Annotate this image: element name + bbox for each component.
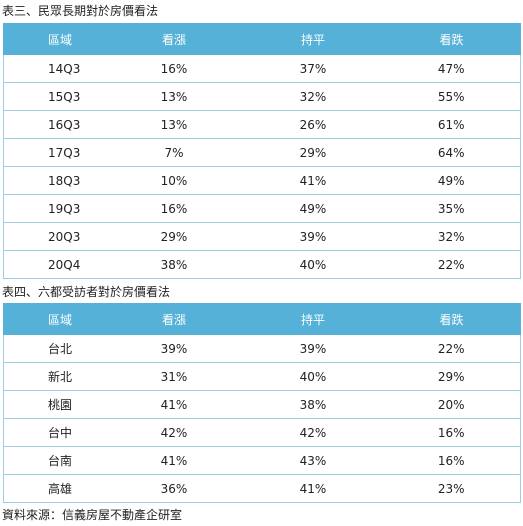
cell-flat: 38% <box>243 390 383 419</box>
cell-period: 18Q3 <box>3 166 105 195</box>
table-row: 台中 42% 42% 16% <box>3 418 521 447</box>
cell-region: 桃園 <box>3 390 105 419</box>
cell-flat: 32% <box>243 82 383 111</box>
cell-up: 39% <box>104 334 244 363</box>
table2-header-row: 區域 看漲 持平 看跌 <box>3 303 521 335</box>
cell-up: 42% <box>104 418 244 447</box>
table-row: 20Q3 29% 39% 32% <box>3 222 521 251</box>
cell-flat: 42% <box>243 418 383 447</box>
table-row: 新北 31% 40% 29% <box>3 362 521 391</box>
cell-down: 32% <box>382 222 521 251</box>
table2-header-region: 區域 <box>3 303 105 335</box>
table2-caption: 表四、六都受訪者對於房價看法 <box>2 285 171 299</box>
table1-header-row: 區域 看漲 持平 看跌 <box>3 23 521 55</box>
cell-down: 64% <box>382 138 521 167</box>
cell-period: 17Q3 <box>3 138 105 167</box>
cell-flat: 43% <box>243 446 383 475</box>
cell-up: 13% <box>104 110 244 139</box>
table2-header-flat: 持平 <box>243 303 383 335</box>
cell-down: 29% <box>382 362 521 391</box>
source-note: 資料來源：信義房屋不動產企研室 <box>2 508 183 522</box>
table1-caption: 表三、民眾長期對於房價看法 <box>2 4 159 18</box>
cell-up: 16% <box>104 194 244 223</box>
cell-period: 19Q3 <box>3 194 105 223</box>
table-row: 20Q4 38% 40% 22% <box>3 250 521 279</box>
cell-period: 14Q3 <box>3 54 105 83</box>
cell-up: 16% <box>104 54 244 83</box>
table2-header-down: 看跌 <box>382 303 521 335</box>
table-row: 15Q3 13% 32% 55% <box>3 82 521 111</box>
cell-flat: 41% <box>243 474 383 503</box>
table-row: 16Q3 13% 26% 61% <box>3 110 521 139</box>
cell-down: 23% <box>382 474 521 503</box>
cell-up: 10% <box>104 166 244 195</box>
cell-down: 20% <box>382 390 521 419</box>
cell-region: 高雄 <box>3 474 105 503</box>
cell-region: 台南 <box>3 446 105 475</box>
cell-flat: 49% <box>243 194 383 223</box>
cell-down: 55% <box>382 82 521 111</box>
table1-header-flat: 持平 <box>243 23 383 55</box>
table1-header-region: 區域 <box>3 23 105 55</box>
table-row: 台北 39% 39% 22% <box>3 334 521 363</box>
cell-down: 22% <box>382 334 521 363</box>
table-row: 高雄 36% 41% 23% <box>3 474 521 503</box>
table-row: 桃園 41% 38% 20% <box>3 390 521 419</box>
cell-up: 38% <box>104 250 244 279</box>
cell-up: 31% <box>104 362 244 391</box>
cell-up: 41% <box>104 390 244 419</box>
cell-down: 49% <box>382 166 521 195</box>
cell-region: 台中 <box>3 418 105 447</box>
cell-down: 16% <box>382 446 521 475</box>
cell-flat: 26% <box>243 110 383 139</box>
table1-header-up: 看漲 <box>104 23 244 55</box>
cell-down: 61% <box>382 110 521 139</box>
cell-flat: 39% <box>243 334 383 363</box>
table1: 區域 看漲 持平 看跌 14Q3 16% 37% 47% 15Q3 13% 32% 55% … <box>3 23 521 279</box>
table2-header-up: 看漲 <box>104 303 244 335</box>
cell-flat: 40% <box>243 362 383 391</box>
table-row: 17Q3 7% 29% 64% <box>3 138 521 167</box>
table1-header-down: 看跌 <box>382 23 521 55</box>
cell-flat: 41% <box>243 166 383 195</box>
cell-down: 47% <box>382 54 521 83</box>
cell-down: 22% <box>382 250 521 279</box>
cell-period: 16Q3 <box>3 110 105 139</box>
cell-period: 20Q4 <box>3 250 105 279</box>
cell-flat: 40% <box>243 250 383 279</box>
cell-region: 台北 <box>3 334 105 363</box>
cell-period: 15Q3 <box>3 82 105 111</box>
cell-down: 16% <box>382 418 521 447</box>
cell-flat: 37% <box>243 54 383 83</box>
table-row: 台南 41% 43% 16% <box>3 446 521 475</box>
table2: 區域 看漲 持平 看跌 台北 39% 39% 22% 新北 31% 40% 29% 桃園 41… <box>3 303 521 503</box>
cell-period: 20Q3 <box>3 222 105 251</box>
cell-down: 35% <box>382 194 521 223</box>
cell-up: 7% <box>104 138 244 167</box>
cell-region: 新北 <box>3 362 105 391</box>
cell-flat: 39% <box>243 222 383 251</box>
table-row: 18Q3 10% 41% 49% <box>3 166 521 195</box>
cell-up: 29% <box>104 222 244 251</box>
cell-up: 41% <box>104 446 244 475</box>
cell-up: 13% <box>104 82 244 111</box>
cell-flat: 29% <box>243 138 383 167</box>
cell-up: 36% <box>104 474 244 503</box>
table-row: 19Q3 16% 49% 35% <box>3 194 521 223</box>
table-row: 14Q3 16% 37% 47% <box>3 54 521 83</box>
